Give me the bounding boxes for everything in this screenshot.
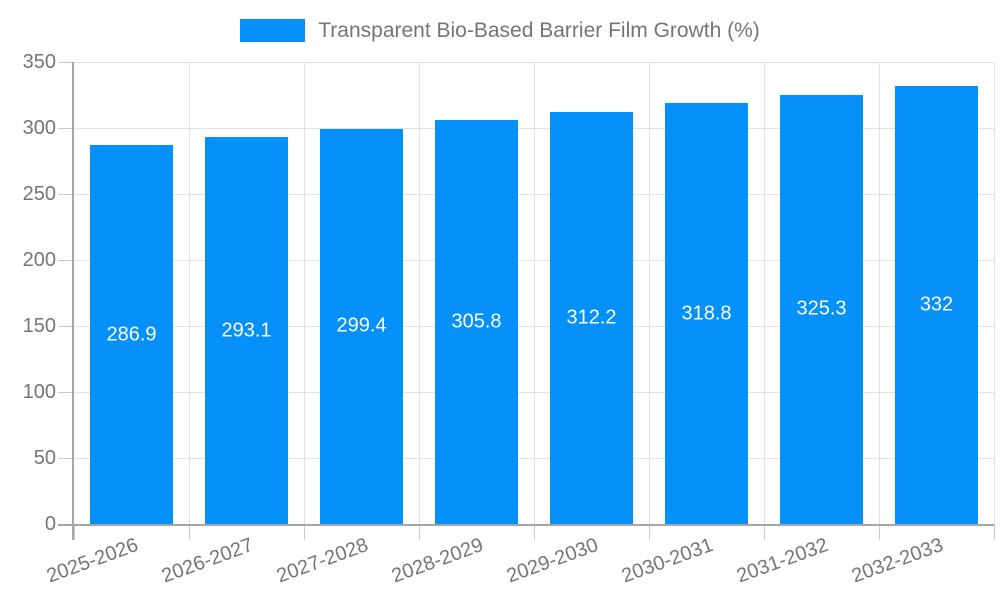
bar[interactable]: 325.3 [780,94,863,524]
y-axis-label: 50 [33,447,56,469]
y-axis-label: 350 [22,51,56,73]
bar-value-label: 286.9 [106,323,157,346]
chart-legend[interactable]: Transparent Bio-Based Barrier Film Growt… [0,19,1000,42]
x-gridline [763,62,765,524]
y-tick [58,325,74,327]
y-tick [58,391,74,393]
y-axis-label: 250 [22,183,56,205]
bar[interactable]: 293.1 [205,137,288,524]
x-tick [418,524,420,540]
bar[interactable]: 299.4 [320,128,403,524]
y-axis-label: 200 [22,249,56,271]
y-axis-label: 150 [22,315,56,337]
x-tick [303,524,305,540]
bar-value-label: 312.2 [566,306,617,329]
y-axis-line [72,62,74,540]
bar-value-label: 305.8 [451,310,502,333]
y-tick [58,457,74,459]
x-axis-line [58,524,994,526]
y-axis-label: 300 [22,117,56,139]
x-tick [763,524,765,540]
x-axis-label: 2025-2026 [43,534,142,588]
x-axis-label: 2027-2028 [273,534,372,588]
y-tick [58,127,74,129]
x-tick [188,524,190,540]
bar[interactable]: 286.9 [90,145,173,524]
bar-value-label: 293.1 [221,319,272,342]
x-gridline [303,62,305,524]
bar[interactable]: 305.8 [435,120,518,524]
bar-value-label: 332 [919,293,954,316]
x-axis-label: 2031-2032 [733,534,832,588]
y-axis-label: 100 [22,381,56,403]
x-axis-label: 2030-2031 [618,534,717,588]
bar-value-label: 318.8 [681,302,732,325]
x-tick [533,524,535,540]
legend-swatch[interactable] [240,19,306,42]
x-axis-label: 2028-2029 [388,534,487,588]
x-gridline [418,62,420,524]
y-tick [58,259,74,261]
x-tick [73,524,75,540]
y-tick [58,61,74,63]
bar[interactable]: 332 [895,85,978,524]
y-axis-label: 0 [44,513,56,535]
bar-value-label: 325.3 [796,297,847,320]
bar[interactable]: 312.2 [550,111,633,524]
y-tick [58,193,74,195]
x-tick [993,524,995,540]
x-tick [648,524,650,540]
legend-label[interactable]: Transparent Bio-Based Barrier Film Growt… [318,19,760,42]
x-axis-label: 2032-2033 [848,534,947,588]
x-axis-label: 2029-2030 [503,534,602,588]
x-gridline [878,62,880,524]
x-axis-label: 2026-2027 [158,534,257,588]
bar-value-label: 299.4 [336,314,387,337]
x-gridline [188,62,190,524]
x-tick [878,524,880,540]
x-gridline [648,62,650,524]
x-gridline [993,62,995,524]
x-gridline [533,62,535,524]
bar[interactable]: 318.8 [665,103,748,524]
